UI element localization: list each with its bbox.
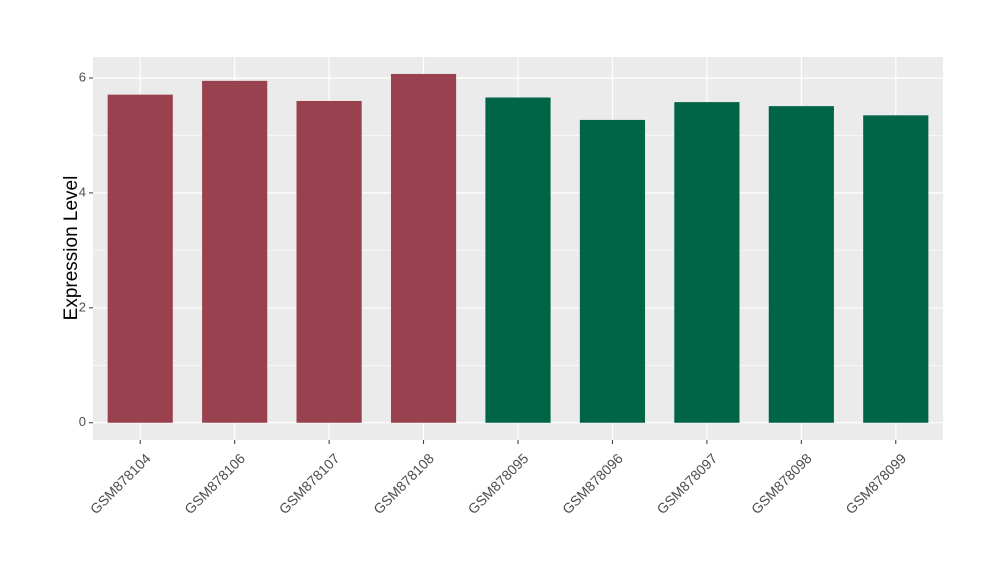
- y-axis-title: Expression Level: [61, 176, 82, 321]
- y-tick-label: 6: [79, 69, 86, 84]
- x-tick-label: GSM878098: [748, 450, 815, 517]
- y-tick-label: 0: [79, 414, 86, 429]
- bar: [768, 106, 834, 423]
- bar: [579, 119, 646, 423]
- bar: [202, 80, 268, 423]
- bar: [107, 94, 173, 423]
- y-tick-label: 4: [79, 184, 86, 199]
- x-tick-label: GSM878107: [276, 450, 343, 517]
- x-tick-label: GSM878097: [653, 450, 720, 517]
- x-tick-label: GSM878104: [87, 450, 154, 517]
- x-tick-label: GSM878106: [181, 450, 248, 517]
- bar: [485, 97, 551, 423]
- bar: [390, 73, 457, 423]
- bar: [863, 115, 929, 423]
- bar: [674, 102, 740, 423]
- bar: [296, 100, 362, 423]
- x-tick-label: GSM878095: [465, 450, 532, 517]
- x-tick-label: GSM878096: [559, 450, 626, 517]
- x-tick-label: GSM878108: [370, 450, 437, 517]
- x-tick-label: GSM878099: [842, 450, 909, 517]
- y-tick-label: 2: [79, 299, 86, 314]
